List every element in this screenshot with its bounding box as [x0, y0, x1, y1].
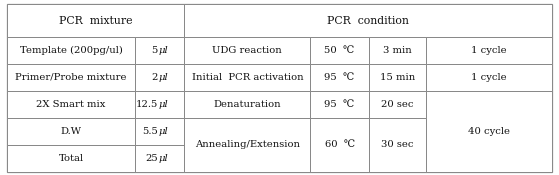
Bar — [369, 118, 426, 172]
Text: 25: 25 — [145, 153, 158, 163]
Text: 5.5: 5.5 — [142, 127, 158, 136]
Bar — [135, 64, 184, 91]
Bar — [369, 64, 426, 91]
Text: 1 cycle: 1 cycle — [471, 73, 507, 82]
Bar — [7, 4, 184, 37]
Bar — [426, 91, 552, 172]
Bar — [135, 37, 184, 64]
Bar — [135, 91, 184, 118]
Text: 15 min: 15 min — [380, 73, 415, 82]
Text: μl: μl — [159, 153, 168, 163]
Bar — [310, 91, 369, 118]
Text: UDG reaction: UDG reaction — [212, 46, 282, 55]
Text: 2: 2 — [151, 73, 158, 82]
Text: Template (200pg/ul): Template (200pg/ul) — [20, 46, 122, 55]
Bar — [310, 37, 369, 64]
Text: Primer/Probe mixture: Primer/Probe mixture — [15, 73, 127, 82]
Bar — [369, 91, 426, 118]
Text: μl: μl — [159, 100, 168, 109]
Text: Total: Total — [59, 153, 83, 163]
Text: μl: μl — [159, 46, 168, 55]
Text: 20 sec: 20 sec — [381, 100, 414, 109]
Bar — [310, 118, 369, 172]
Bar — [426, 37, 552, 64]
Text: 95  ℃: 95 ℃ — [324, 100, 355, 109]
Text: 5: 5 — [151, 46, 158, 55]
Text: 95  ℃: 95 ℃ — [324, 73, 355, 82]
Bar — [184, 91, 310, 118]
Text: 1 cycle: 1 cycle — [471, 46, 507, 55]
Bar — [7, 118, 135, 145]
Text: PCR  mixture: PCR mixture — [59, 16, 132, 26]
Bar — [310, 64, 369, 91]
Text: μl: μl — [159, 73, 168, 82]
Text: Initial  PCR activation: Initial PCR activation — [192, 73, 303, 82]
Text: 3 min: 3 min — [383, 46, 412, 55]
Text: 50  ℃: 50 ℃ — [324, 46, 355, 55]
Text: 60  ℃: 60 ℃ — [325, 140, 354, 149]
Bar — [184, 4, 552, 37]
Text: PCR  condition: PCR condition — [328, 16, 409, 26]
Bar — [369, 37, 426, 64]
Bar — [135, 118, 184, 145]
Text: Annealing/Extension: Annealing/Extension — [195, 140, 300, 149]
Text: 30 sec: 30 sec — [381, 140, 414, 149]
Text: Denaturation: Denaturation — [214, 100, 281, 109]
Bar — [7, 91, 135, 118]
Bar — [184, 118, 310, 172]
Bar — [184, 64, 310, 91]
Bar — [135, 145, 184, 172]
Text: D.W: D.W — [60, 127, 82, 136]
Text: 40 cycle: 40 cycle — [468, 127, 510, 136]
Bar — [7, 145, 135, 172]
Text: 2X Smart mix: 2X Smart mix — [36, 100, 106, 109]
Bar — [426, 64, 552, 91]
Bar — [7, 64, 135, 91]
Bar — [184, 37, 310, 64]
Text: μl: μl — [159, 127, 168, 136]
Text: 12.5: 12.5 — [135, 100, 158, 109]
Bar — [7, 37, 135, 64]
